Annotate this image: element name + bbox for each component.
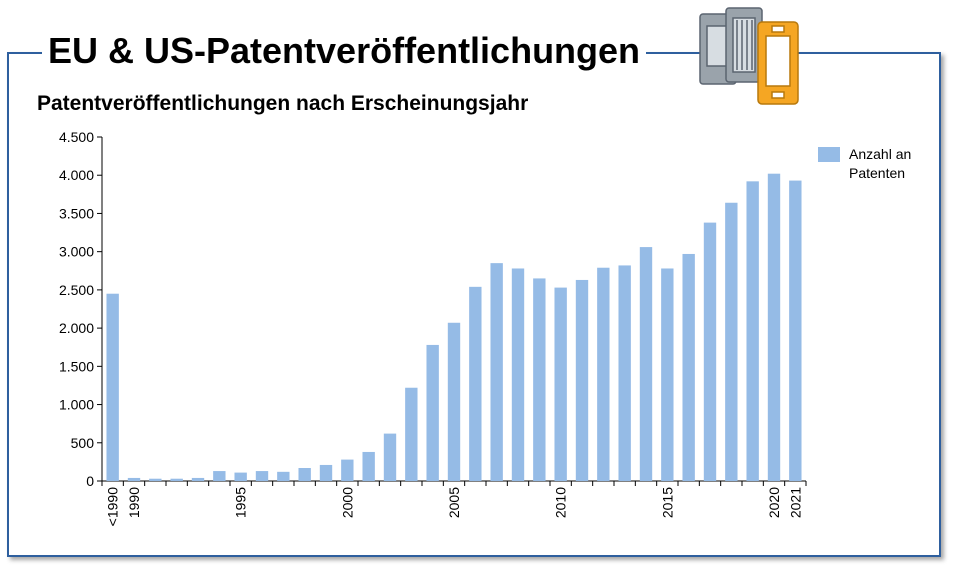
bar: [298, 468, 311, 481]
y-axis-labels: 0 500 1.000 1.500 2.000 2.500 3.000 3.500 4.000 4…: [59, 129, 94, 489]
bar: [127, 477, 141, 481]
bar: [426, 344, 439, 481]
bar: [277, 471, 290, 481]
y-tick-label: 0: [86, 473, 94, 489]
y-tick-label: 4.500: [59, 129, 94, 145]
x-tick-label: 2020: [766, 487, 782, 518]
y-tick-label: 3.500: [59, 205, 94, 221]
bar: [469, 286, 482, 481]
x-tick-label: 2021: [787, 487, 803, 518]
bar: [661, 268, 674, 481]
bar: [789, 180, 802, 481]
bar: [575, 279, 589, 481]
bar: [341, 459, 354, 481]
x-tick-label: <1990: [105, 487, 121, 527]
x-tick-label: 2015: [659, 487, 675, 518]
bar: [362, 451, 375, 481]
bar: [767, 173, 781, 481]
bar: [597, 267, 610, 481]
bar: [725, 202, 738, 481]
bar: [746, 181, 759, 482]
bar: [703, 222, 717, 481]
bar: [447, 322, 461, 481]
y-tick-label: 2.000: [59, 320, 94, 336]
x-tick-label: 2000: [339, 487, 355, 518]
x-tick-label: 2010: [553, 487, 569, 518]
y-tick-label: 4.000: [59, 167, 94, 183]
bar: [255, 471, 269, 481]
bar: [490, 263, 503, 481]
bar: [405, 387, 418, 481]
bar: [511, 268, 525, 481]
legend-swatch: [818, 147, 840, 162]
page-title: EU & US-Patentveröffentlichungen: [42, 30, 647, 72]
bar: [149, 478, 162, 481]
chart-bars: [106, 173, 802, 482]
x-tick-label: 1995: [233, 487, 249, 518]
x-tick-label: 2005: [446, 487, 462, 518]
bar: [170, 478, 183, 481]
bar: [383, 433, 397, 481]
y-tick-label: 1.000: [59, 397, 94, 413]
bar: [554, 287, 567, 481]
bar: [682, 253, 695, 481]
bar: [106, 293, 119, 481]
y-tick-label: 3.000: [59, 244, 94, 260]
x-axis-labels: <1990 1990 1995 2000 2005 2010 2015 2020 2021: [105, 487, 804, 527]
bar: [213, 471, 226, 481]
bar: [234, 472, 247, 481]
legend-label: Anzahl an Patenten: [849, 146, 912, 181]
bar: [319, 464, 333, 481]
bar: [618, 265, 631, 481]
bar: [191, 477, 205, 481]
y-tick-label: 1.500: [59, 358, 94, 374]
chart-subtitle: Patentveröffentlichungen nach Erscheinun…: [37, 92, 529, 115]
bar: [639, 247, 653, 481]
bar: [533, 278, 546, 481]
patent-plates-logo-icon: [699, 7, 799, 105]
y-tick-label: 2.500: [59, 282, 94, 298]
x-tick-label: 1990: [126, 487, 142, 518]
y-tick-label: 500: [71, 435, 95, 451]
